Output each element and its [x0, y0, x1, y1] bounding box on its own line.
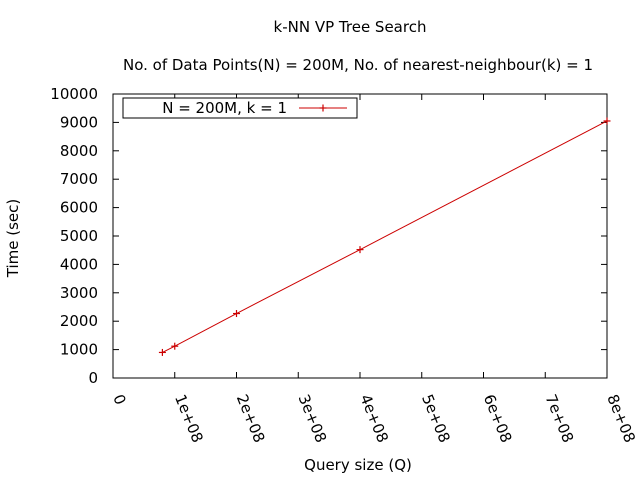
legend-box: [122, 97, 358, 119]
series-layer: [158, 117, 611, 356]
y-tick-label: 1000: [60, 341, 98, 359]
y-tick-label: 8000: [60, 142, 98, 160]
x-tick-label: 3e+08: [295, 392, 331, 446]
data-point-marker: [233, 310, 240, 318]
y-tick-label: 4000: [60, 255, 98, 273]
x-tick-label: 5e+08: [418, 392, 454, 446]
data-point-marker: [603, 117, 611, 125]
x-tick-label: 6e+08: [480, 392, 516, 446]
data-point-marker: [158, 348, 166, 356]
data-point-marker: [171, 342, 179, 350]
y-tick-label: 3000: [60, 284, 98, 302]
chart-subtitle: No. of Data Points(N) = 200M, No. of nea…: [123, 56, 593, 74]
data-point-marker: [356, 246, 364, 254]
chart-title: k-NN VP Tree Search: [274, 18, 427, 36]
y-tick-label: 6000: [60, 199, 98, 217]
y-axis-label: Time (sec): [4, 199, 22, 278]
x-tick-label: 2e+08: [233, 392, 269, 446]
y-axis: 0 1000 2000 3000 4000 5000 6000 7000 8000 9000 100…: [50, 85, 607, 387]
x-tick-label: 8e+08: [603, 392, 639, 446]
x-tick-label: 0: [109, 392, 129, 408]
y-tick-label: 2000: [60, 312, 98, 330]
legend-entry-label: N = 200M, k = 1: [162, 99, 287, 117]
series-line: [162, 120, 608, 353]
x-axis-label: Query size (Q): [304, 456, 412, 474]
legend-entry-marker: [319, 104, 327, 112]
y-tick-label: 10000: [50, 85, 98, 103]
y-tick-label: 0: [88, 369, 98, 387]
x-tick-label: 7e+08: [542, 392, 578, 446]
y-tick-label: 7000: [60, 170, 98, 188]
y-tick-label: 5000: [60, 227, 98, 245]
x-axis: 0 1e+08 2e+08 3e+08 4e+08 5e+08 6e+08 7e+08 8e+0…: [109, 94, 639, 445]
plot-frame: [112, 93, 608, 379]
y-tick-label: 9000: [60, 113, 98, 131]
x-tick-label: 4e+08: [356, 392, 392, 446]
legend: N = 200M, k = 1: [122, 97, 358, 119]
x-tick-label: 1e+08: [171, 392, 207, 446]
